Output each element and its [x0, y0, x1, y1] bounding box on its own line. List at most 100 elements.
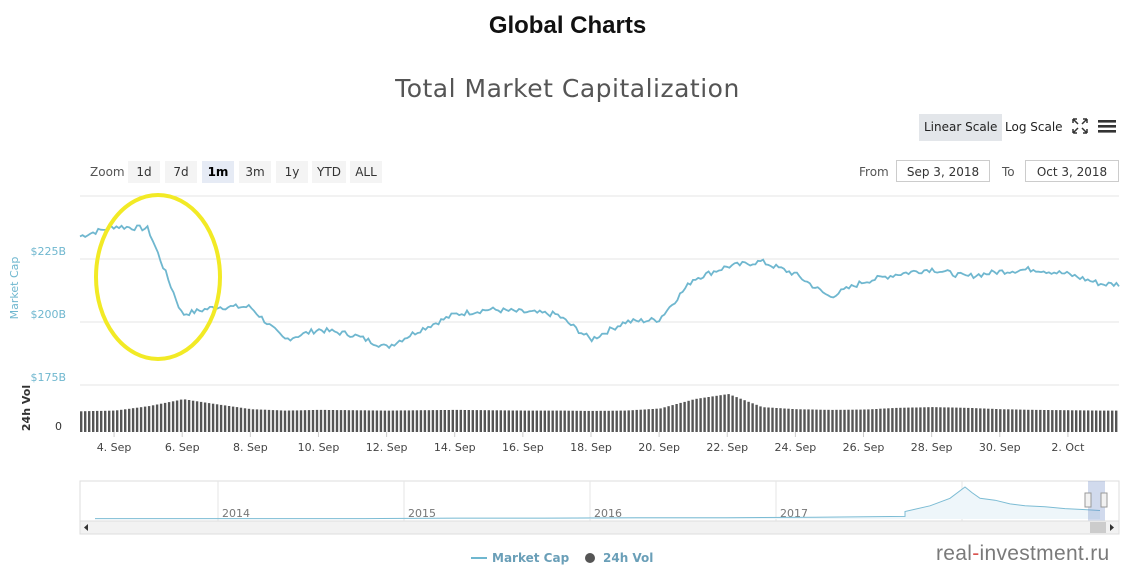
volume-bar [943, 407, 946, 432]
volume-bar [451, 409, 454, 432]
volume-bar [423, 410, 427, 432]
volume-bar [171, 401, 175, 432]
volume-bar [1099, 410, 1102, 432]
zoom-3m-button[interactable]: 3m [239, 161, 271, 183]
volume-bar [1015, 409, 1018, 432]
x-tick-label: 16. Sep [502, 441, 544, 454]
zoom-1y-button[interactable]: 1y [276, 161, 308, 183]
volume-bar [223, 405, 227, 432]
zoom-1m-button[interactable]: 1m [202, 161, 234, 183]
volume-bar [759, 406, 762, 432]
volume-bar [503, 410, 506, 432]
volume-bar [112, 410, 115, 432]
volume-bar [775, 408, 778, 432]
zoom-all-button[interactable]: ALL [350, 161, 382, 183]
volume-bar [571, 410, 574, 432]
market-cap-line-layer [79, 224, 1120, 350]
zoom-1d-button[interactable]: 1d [128, 161, 160, 183]
watermark-part2: investment.ru [979, 542, 1110, 565]
volume-bar [159, 403, 163, 432]
navigator[interactable]: 20142015201620172018 [79, 480, 1120, 535]
volume-bar [151, 405, 155, 432]
volume-bar [291, 410, 295, 432]
volume-bar [427, 410, 431, 432]
volume-bar [783, 408, 786, 432]
volume-bar [443, 410, 446, 432]
volume-bar [1083, 410, 1086, 432]
volume-bar [1055, 410, 1058, 432]
volume-bar [999, 409, 1002, 432]
zoom-7d-button[interactable]: 7d [165, 161, 197, 183]
navigator-area [95, 487, 1100, 519]
fullscreen-icon[interactable] [1071, 117, 1089, 135]
volume-bar [235, 407, 239, 432]
volume-bar [231, 406, 235, 432]
volume-bar [1023, 409, 1026, 432]
x-tick-label: 8. Sep [233, 441, 268, 454]
volume-bar [1031, 409, 1034, 432]
y-tick-label: $200B [30, 308, 66, 321]
volume-bar [263, 409, 267, 432]
volume-bar [108, 410, 111, 432]
zoom-label: Zoom [90, 165, 125, 179]
volume-bar [435, 410, 439, 432]
volume-bar [275, 410, 279, 432]
volume-bar [907, 407, 910, 432]
to-date-input[interactable]: Oct 3, 2018 [1025, 160, 1119, 182]
from-label: From [859, 165, 889, 179]
navigator-line [95, 486, 1101, 520]
volume-bar [407, 410, 411, 432]
volume-bar [199, 401, 203, 432]
volume-bar [667, 406, 670, 432]
volume-bar [647, 409, 650, 432]
volume-bar [675, 404, 678, 432]
volume-bar [84, 411, 87, 432]
log-scale-button[interactable]: Log Scale [1005, 120, 1063, 134]
volume-bar [955, 407, 958, 432]
volume-bar [327, 410, 331, 432]
volume-bar [883, 408, 886, 432]
volume-bar [787, 408, 790, 432]
volume-bar [319, 409, 323, 432]
volume-bar [799, 409, 802, 432]
volume-bar [355, 410, 359, 432]
volume-bar [88, 411, 91, 432]
volume-bar [131, 408, 135, 432]
volume-bar [679, 402, 682, 432]
volume-bar [411, 410, 415, 432]
volume-bar [511, 410, 514, 432]
volume-bar [683, 401, 686, 432]
menu-icon[interactable] [1097, 117, 1117, 135]
volume-bar [307, 410, 311, 432]
volume-bar [1019, 409, 1022, 432]
volume-bar [691, 399, 694, 432]
volume-bar [455, 409, 458, 432]
volume-bar [128, 408, 131, 432]
volume-bar [139, 407, 143, 432]
volume-bar [567, 410, 570, 432]
volume-bar [303, 410, 307, 432]
linear-scale-button[interactable]: Linear Scale [919, 114, 1003, 141]
volume-bar [619, 410, 622, 432]
volume-bar [735, 397, 738, 432]
volume-bar [467, 410, 470, 432]
volume-bar [415, 410, 419, 432]
zoom-ytd-button[interactable]: YTD [312, 161, 346, 183]
volume-bar [383, 410, 387, 432]
x-tick-label: 14. Sep [434, 441, 476, 454]
volume-bar [555, 410, 558, 432]
volume-bar [651, 409, 654, 432]
volume-bar [847, 409, 850, 432]
volume-bar [523, 410, 526, 432]
volume-bar [939, 407, 942, 432]
volume-bar [519, 410, 522, 432]
volume-bar [747, 401, 750, 432]
volume-bar [927, 407, 930, 432]
volume-bar [251, 409, 255, 432]
volume-bar [1027, 409, 1030, 432]
volume-bar [827, 409, 830, 432]
watermark-dash: - [972, 542, 980, 565]
volume-bar [723, 394, 726, 432]
x-tick-label: 28. Sep [911, 441, 953, 454]
from-date-input[interactable]: Sep 3, 2018 [896, 160, 990, 182]
